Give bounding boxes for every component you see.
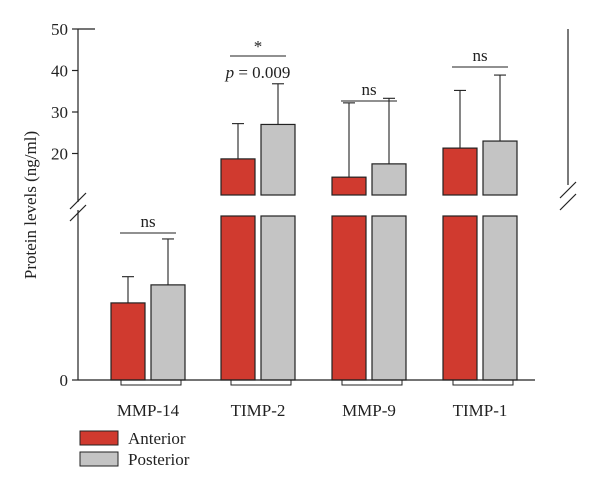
axis-break-mark-left — [69, 192, 87, 210]
bar-anterior-timp-2-lower — [220, 215, 256, 381]
x-tick-label: TIMP-2 — [231, 401, 286, 420]
bar-posterior-timp-1-lower — [482, 215, 518, 381]
axis-break-mark-right-2 — [559, 193, 577, 211]
category-bracket — [230, 380, 292, 386]
bar-posterior-mmp-14 — [150, 284, 186, 381]
axis-break-mark-left-2 — [69, 204, 87, 222]
significance-star: * — [254, 37, 263, 56]
bar-posterior-timp-2 — [260, 123, 296, 196]
y-tick-label: 40 — [51, 62, 68, 81]
x-tick-label: MMP-9 — [342, 401, 396, 420]
x-tick-label: TIMP-1 — [453, 401, 508, 420]
axis-break-mark-right — [559, 181, 577, 199]
bar-posterior-mmp-9 — [371, 163, 407, 196]
legend-label-posterior: Posterior — [128, 450, 190, 469]
y-tick-label: 30 — [51, 103, 68, 122]
bar-posterior-timp-1 — [482, 140, 518, 196]
legend-label-anterior: Anterior — [128, 429, 186, 448]
legend-swatch-anterior — [79, 430, 119, 446]
y-axis-label: Protein levels (ng/ml) — [21, 131, 40, 279]
bar-anterior-mmp-14 — [110, 302, 146, 381]
bar-anterior-mmp-9-lower — [331, 215, 367, 381]
y-tick-label: 50 — [51, 20, 68, 39]
significance-label: ns — [361, 80, 376, 99]
legend-swatch-posterior — [79, 451, 119, 467]
bar-anterior-timp-1-lower — [442, 215, 478, 381]
bar-anterior-timp-1 — [442, 147, 478, 196]
significance-label: ns — [472, 46, 487, 65]
bar-posterior-timp-2-lower — [260, 215, 296, 381]
y-tick-label: 20 — [51, 145, 68, 164]
bar-anterior-timp-2 — [220, 158, 256, 196]
category-bracket — [452, 380, 514, 386]
category-bracket — [120, 380, 182, 386]
significance-label: ns — [140, 212, 155, 231]
bar-posterior-mmp-9-lower — [371, 215, 407, 381]
x-tick-label: MMP-14 — [117, 401, 180, 420]
category-bracket — [341, 380, 403, 386]
y-tick-label: 0 — [60, 371, 69, 390]
p-value-label: p = 0.009 — [225, 63, 291, 82]
bar-anterior-mmp-9 — [331, 176, 367, 196]
